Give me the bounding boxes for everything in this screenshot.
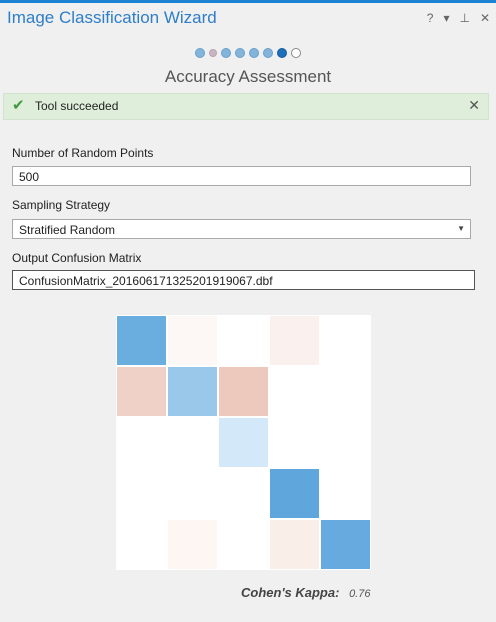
titlebar-controls: ? ▾ ⊥ ✕ bbox=[427, 11, 490, 25]
pin-icon[interactable]: ⊥ bbox=[459, 11, 470, 25]
output-matrix-input[interactable]: ConfusionMatrix_20160617132520191906­7.d… bbox=[12, 270, 475, 290]
kappa-readout: Cohen's Kappa: 0.76 bbox=[241, 585, 370, 600]
matrix-cell-r2-c5 bbox=[320, 366, 371, 417]
step-dot-2[interactable] bbox=[209, 49, 217, 57]
output-matrix-label: Output Confusion Matrix bbox=[12, 251, 142, 265]
matrix-cell-r5-c5 bbox=[320, 519, 371, 570]
step-dot-6[interactable] bbox=[263, 48, 273, 58]
banner-close-icon[interactable]: ✕ bbox=[468, 97, 480, 113]
matrix-cell-r2-c4 bbox=[269, 366, 320, 417]
step-dot-8[interactable] bbox=[291, 48, 301, 58]
matrix-cell-r4-c4 bbox=[269, 468, 320, 519]
matrix-cell-r1-c4 bbox=[269, 315, 320, 366]
matrix-cell-r3-c1 bbox=[116, 417, 167, 468]
sampling-strategy-select[interactable]: Stratified Random ▼ bbox=[12, 219, 471, 239]
chevron-down-icon: ▼ bbox=[457, 224, 465, 233]
matrix-cell-r4-c1 bbox=[116, 468, 167, 519]
matrix-cell-r5-c1 bbox=[116, 519, 167, 570]
random-points-input[interactable]: 500 bbox=[12, 166, 471, 186]
step-dot-3[interactable] bbox=[221, 48, 231, 58]
matrix-cell-r5-c4 bbox=[269, 519, 320, 570]
matrix-cell-r1-c2 bbox=[167, 315, 218, 366]
sampling-strategy-label: Sampling Strategy bbox=[12, 198, 111, 212]
matrix-cell-r1-c5 bbox=[320, 315, 371, 366]
random-points-label: Number of Random Points bbox=[12, 146, 154, 160]
matrix-cell-r3-c5 bbox=[320, 417, 371, 468]
matrix-cell-r2-c2 bbox=[167, 366, 218, 417]
check-icon: ✔ bbox=[12, 97, 25, 114]
step-dot-5[interactable] bbox=[249, 48, 259, 58]
matrix-cell-r5-c2 bbox=[167, 519, 218, 570]
matrix-cell-r4-c2 bbox=[167, 468, 218, 519]
kappa-label: Cohen's Kappa: bbox=[241, 585, 340, 600]
pane-title: Image Classification Wizard bbox=[7, 8, 217, 27]
help-icon[interactable]: ? bbox=[426, 11, 434, 25]
matrix-cell-r5-c3 bbox=[218, 519, 269, 570]
close-icon[interactable]: ✕ bbox=[479, 11, 490, 25]
step-title: Accuracy Assessment bbox=[164, 67, 332, 86]
window-accent-bar bbox=[0, 0, 496, 3]
matrix-cell-r3-c4 bbox=[269, 417, 320, 468]
banner-message: Tool succeeded bbox=[35, 99, 119, 113]
kappa-value: 0.76 bbox=[349, 588, 371, 600]
matrix-cell-r1-c1 bbox=[116, 315, 167, 366]
step-dot-1[interactable] bbox=[195, 48, 205, 58]
sampling-strategy-value: Stratified Random bbox=[19, 223, 116, 237]
matrix-cell-r3-c3 bbox=[218, 417, 269, 468]
matrix-cell-r2-c3 bbox=[218, 366, 269, 417]
options-menu-icon[interactable]: ▾ bbox=[443, 11, 450, 25]
step-dot-7[interactable] bbox=[277, 48, 287, 58]
matrix-cell-r4-c3 bbox=[218, 468, 269, 519]
matrix-cell-r1-c3 bbox=[218, 315, 269, 366]
success-banner: ✔ Tool succeeded ✕ bbox=[3, 93, 489, 120]
matrix-cell-r2-c1 bbox=[116, 366, 167, 417]
step-dot-4[interactable] bbox=[235, 48, 245, 58]
wizard-step-indicator bbox=[0, 48, 496, 58]
pane-titlebar: Image Classification Wizard ? ▾ ⊥ ✕ bbox=[0, 3, 496, 33]
matrix-cell-r3-c2 bbox=[167, 417, 218, 468]
matrix-cell-r4-c5 bbox=[320, 468, 371, 519]
